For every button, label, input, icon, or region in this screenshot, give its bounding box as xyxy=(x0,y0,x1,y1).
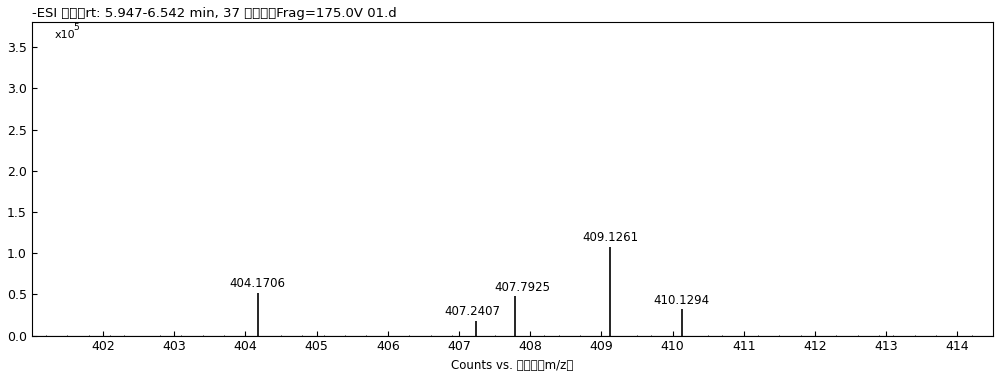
Text: 409.1261: 409.1261 xyxy=(582,231,638,244)
Text: 404.1706: 404.1706 xyxy=(230,277,286,290)
Text: -ESI 扫描（rt: 5.947-6.542 min, 37 扫描数）Frag=175.0V 01.d: -ESI 扫描（rt: 5.947-6.542 min, 37 扫描数）Frag… xyxy=(32,7,397,20)
Text: x10: x10 xyxy=(55,30,76,40)
Text: 410.1294: 410.1294 xyxy=(654,294,710,307)
Text: 407.2407: 407.2407 xyxy=(445,305,501,318)
Text: 5: 5 xyxy=(73,23,79,32)
Text: 407.7925: 407.7925 xyxy=(495,280,551,294)
X-axis label: Counts vs. 质荷比（m/z）: Counts vs. 质荷比（m/z） xyxy=(451,359,574,372)
